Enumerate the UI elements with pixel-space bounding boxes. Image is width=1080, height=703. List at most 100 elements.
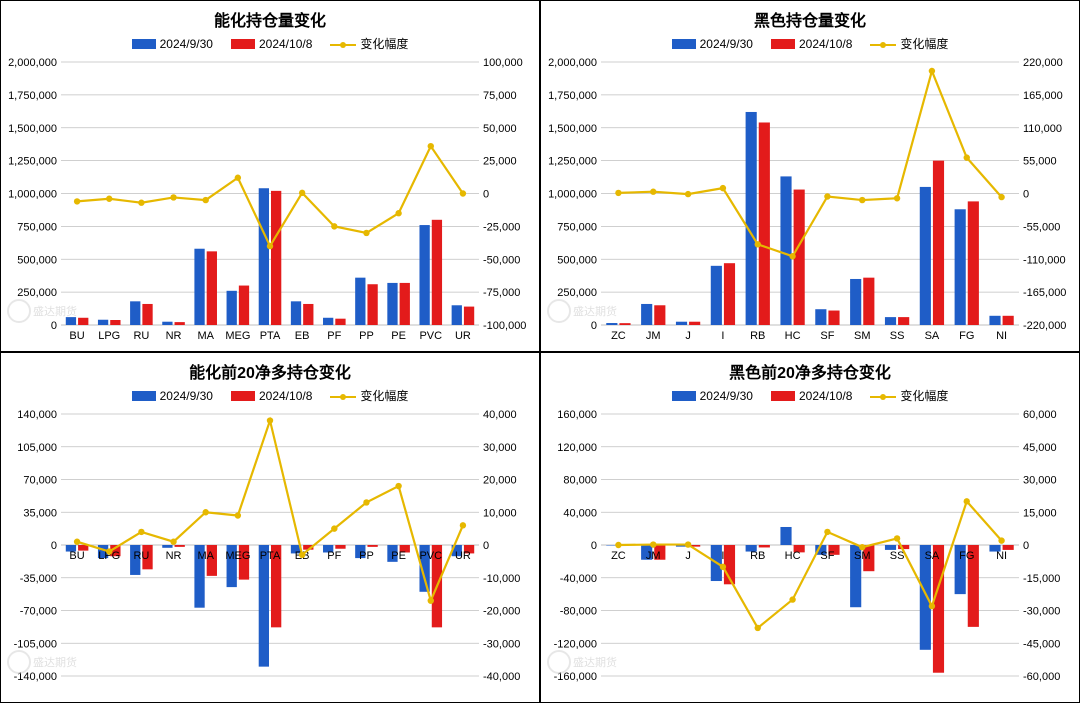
svg-text:J: J	[685, 330, 691, 342]
svg-text:-10,000: -10,000	[483, 573, 520, 585]
swatch-icon	[231, 39, 255, 49]
svg-text:160,000: 160,000	[557, 409, 597, 421]
svg-text:0: 0	[51, 320, 57, 332]
svg-text:40,000: 40,000	[483, 409, 517, 421]
svg-text:SA: SA	[925, 550, 940, 562]
svg-text:-220,000: -220,000	[1023, 320, 1066, 332]
svg-text:140,000: 140,000	[17, 409, 57, 421]
svg-text:0: 0	[483, 540, 489, 552]
swatch-icon	[771, 391, 795, 401]
legend-label: 2024/10/8	[259, 37, 312, 51]
line-marker-icon	[870, 392, 896, 402]
swatch-icon	[132, 391, 156, 401]
legend-item-s2: 2024/10/8	[231, 389, 312, 403]
legend-item-s2: 2024/10/8	[771, 389, 852, 403]
svg-text:0: 0	[1023, 540, 1029, 552]
swatch-icon	[231, 391, 255, 401]
chart-panel-0: 能化持仓量变化2024/9/302024/10/8变化幅度0250,000500…	[0, 0, 540, 352]
svg-text:SM: SM	[854, 550, 871, 562]
svg-text:RU: RU	[133, 330, 149, 342]
svg-text:45,000: 45,000	[1023, 442, 1057, 454]
svg-text:SF: SF	[820, 330, 834, 342]
svg-text:-40,000: -40,000	[483, 671, 520, 683]
svg-text:1,750,000: 1,750,000	[548, 90, 597, 102]
svg-text:SS: SS	[890, 550, 905, 562]
svg-text:0: 0	[483, 189, 489, 201]
svg-text:PP: PP	[359, 330, 374, 342]
legend-item-s2: 2024/10/8	[771, 37, 852, 51]
svg-text:750,000: 750,000	[17, 221, 57, 233]
svg-text:250,000: 250,000	[17, 287, 57, 299]
svg-text:250,000: 250,000	[557, 287, 597, 299]
legend: 2024/9/302024/10/8变化幅度	[5, 35, 535, 52]
svg-text:BU: BU	[69, 550, 84, 562]
chart-title: 能化持仓量变化	[5, 7, 535, 31]
svg-text:NI: NI	[996, 330, 1007, 342]
svg-text:RB: RB	[750, 550, 765, 562]
svg-text:JM: JM	[646, 330, 661, 342]
svg-text:-45,000: -45,000	[1023, 638, 1060, 650]
svg-text:50,000: 50,000	[483, 123, 517, 135]
svg-text:PF: PF	[327, 550, 341, 562]
svg-text:1,250,000: 1,250,000	[548, 156, 597, 168]
legend-label: 变化幅度	[360, 37, 408, 51]
svg-text:-80,000: -80,000	[560, 606, 597, 618]
svg-text:-40,000: -40,000	[560, 573, 597, 585]
svg-text:500,000: 500,000	[17, 254, 57, 266]
svg-text:UR: UR	[455, 330, 471, 342]
svg-text:UR: UR	[455, 550, 471, 562]
svg-text:165,000: 165,000	[1023, 90, 1063, 102]
svg-text:-25,000: -25,000	[483, 221, 520, 233]
svg-text:40,000: 40,000	[563, 507, 597, 519]
svg-text:-75,000: -75,000	[483, 287, 520, 299]
svg-text:MA: MA	[197, 550, 214, 562]
svg-text:0: 0	[591, 320, 597, 332]
svg-text:55,000: 55,000	[1023, 156, 1057, 168]
svg-text:30,000: 30,000	[483, 442, 517, 454]
legend: 2024/9/30 2024/10/8 变化幅度	[545, 35, 1075, 52]
svg-text:PE: PE	[391, 550, 406, 562]
svg-text:SM: SM	[854, 330, 871, 342]
svg-text:-120,000: -120,000	[554, 638, 597, 650]
svg-text:SA: SA	[925, 330, 940, 342]
svg-text:MEG: MEG	[225, 550, 250, 562]
svg-text:2,000,000: 2,000,000	[548, 57, 597, 69]
svg-text:MEG: MEG	[225, 330, 250, 342]
legend-label: 2024/9/30	[700, 37, 753, 51]
legend-label: 2024/10/8	[799, 389, 852, 403]
svg-text:-20,000: -20,000	[483, 606, 520, 618]
chart-panel-1: 黑色持仓量变化2024/9/302024/10/8变化幅度0250,000500…	[540, 0, 1080, 352]
svg-text:JM: JM	[646, 550, 661, 562]
svg-text:I: I	[721, 550, 724, 562]
svg-text:-165,000: -165,000	[1023, 287, 1066, 299]
legend-label: 变化幅度	[900, 37, 948, 51]
svg-text:1,000,000: 1,000,000	[8, 189, 57, 201]
svg-text:NR: NR	[166, 550, 182, 562]
svg-text:30,000: 30,000	[1023, 475, 1057, 487]
svg-text:70,000: 70,000	[23, 475, 57, 487]
svg-text:-55,000: -55,000	[1023, 221, 1060, 233]
swatch-icon	[672, 391, 696, 401]
svg-text:1,500,000: 1,500,000	[8, 123, 57, 135]
legend-item-s1: 2024/9/30	[132, 389, 213, 403]
swatch-icon	[771, 39, 795, 49]
svg-text:BU: BU	[69, 330, 84, 342]
svg-text:105,000: 105,000	[17, 442, 57, 454]
svg-text:2,000,000: 2,000,000	[8, 57, 57, 69]
svg-text:35,000: 35,000	[23, 507, 57, 519]
svg-text:1,000,000: 1,000,000	[548, 189, 597, 201]
legend-label: 2024/10/8	[259, 389, 312, 403]
svg-text:220,000: 220,000	[1023, 57, 1063, 69]
svg-text:1,500,000: 1,500,000	[548, 123, 597, 135]
svg-text:PTA: PTA	[260, 330, 281, 342]
svg-text:110,000: 110,000	[1023, 123, 1062, 135]
svg-text:HC: HC	[785, 330, 801, 342]
legend-label: 2024/9/30	[700, 389, 753, 403]
svg-text:-30,000: -30,000	[1023, 606, 1060, 618]
legend-item-line: 变化幅度	[870, 387, 948, 404]
svg-text:-100,000: -100,000	[483, 320, 526, 332]
svg-text:PVC: PVC	[419, 330, 442, 342]
svg-text:1,250,000: 1,250,000	[8, 156, 57, 168]
legend-item-s1: 2024/9/30	[672, 37, 753, 51]
svg-text:-105,000: -105,000	[14, 638, 57, 650]
